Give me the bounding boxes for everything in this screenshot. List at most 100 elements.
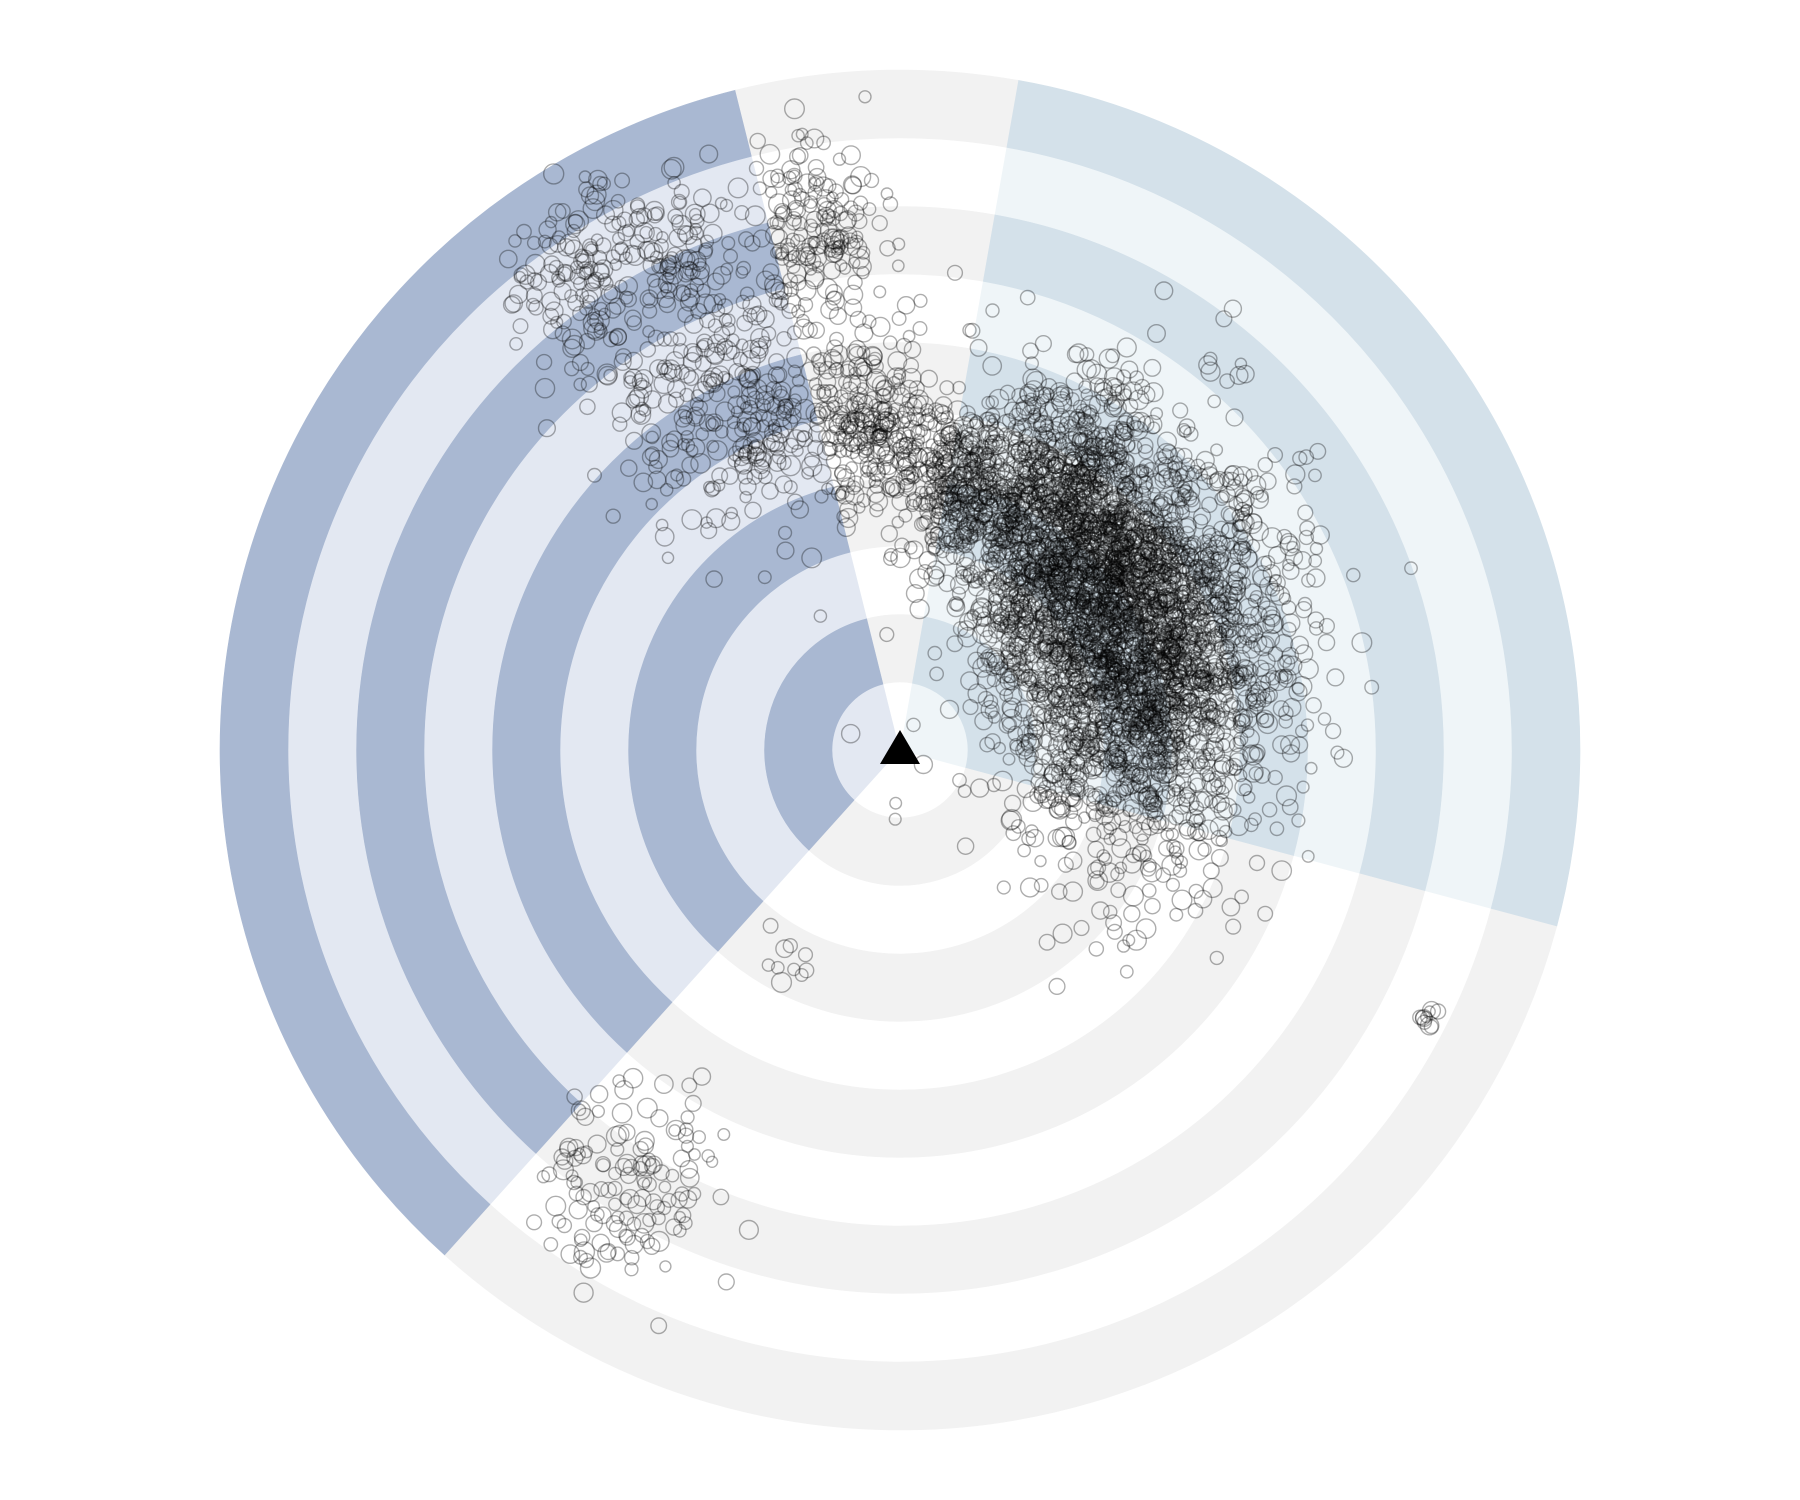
data-point — [1062, 599, 1078, 615]
data-point — [1006, 657, 1021, 672]
data-point — [1109, 696, 1122, 710]
data-point — [1236, 507, 1251, 521]
data-point — [1196, 614, 1210, 628]
data-point — [1257, 652, 1276, 671]
data-point — [1032, 758, 1051, 777]
data-point — [1016, 733, 1030, 748]
data-point — [1171, 584, 1192, 605]
data-point — [1048, 573, 1070, 595]
data-point — [1059, 493, 1075, 510]
data-point — [1205, 658, 1225, 678]
data-point — [1245, 636, 1258, 649]
data-point — [1043, 654, 1059, 670]
data-point — [1168, 627, 1182, 640]
data-point — [1286, 478, 1303, 495]
data-point — [1201, 565, 1222, 586]
data-point — [1148, 666, 1163, 681]
data-point — [1110, 552, 1131, 573]
data-point — [975, 616, 997, 638]
data-point — [1160, 637, 1180, 657]
data-point — [1125, 847, 1142, 864]
data-point — [1051, 883, 1068, 900]
data-point — [1110, 579, 1127, 595]
data-point — [1224, 606, 1241, 623]
data-point — [996, 880, 1011, 895]
data-point — [1178, 781, 1197, 799]
data-point — [1057, 856, 1074, 873]
data-point — [1224, 660, 1240, 676]
data-point — [1099, 750, 1119, 770]
data-point — [1009, 590, 1025, 607]
data-point — [1190, 659, 1211, 679]
data-point — [1093, 614, 1115, 636]
data-point — [1198, 716, 1217, 736]
data-point — [1052, 826, 1073, 848]
data-point — [1248, 854, 1266, 872]
data-point — [963, 610, 983, 629]
data-point — [1206, 571, 1221, 585]
data-point — [1158, 591, 1176, 609]
data-point — [1047, 673, 1060, 687]
data-point — [1139, 547, 1158, 565]
data-point — [1008, 610, 1023, 625]
data-point — [1146, 530, 1161, 544]
data-point — [1117, 548, 1136, 567]
data-point — [1086, 622, 1106, 642]
data-point — [1042, 556, 1059, 573]
data-point — [1131, 766, 1149, 785]
data-point — [1127, 625, 1145, 643]
data-point — [1084, 626, 1101, 642]
data-point — [1223, 299, 1243, 318]
data-point — [1203, 661, 1225, 683]
data-point — [1046, 639, 1066, 659]
data-point — [1062, 881, 1084, 902]
data-point — [1151, 691, 1171, 711]
data-point — [1211, 760, 1231, 780]
data-point — [1065, 500, 1081, 516]
data-point — [1168, 703, 1185, 720]
data-point — [1129, 647, 1146, 665]
data-point — [1032, 634, 1052, 654]
data-point — [1059, 569, 1074, 584]
data-point — [946, 598, 966, 618]
data-point — [1116, 939, 1131, 953]
data-point — [1252, 659, 1270, 678]
data-point — [1078, 483, 1100, 504]
data-point — [1113, 563, 1133, 583]
data-point — [1069, 701, 1089, 721]
data-point — [1105, 655, 1123, 673]
data-point — [1120, 482, 1140, 503]
data-point — [1064, 592, 1086, 614]
data-point — [1101, 638, 1119, 656]
data-point — [1059, 618, 1076, 636]
data-point — [1104, 705, 1120, 722]
data-point — [1072, 694, 1092, 714]
data-point — [1243, 673, 1257, 687]
data-point — [1216, 601, 1233, 618]
data-point — [1122, 563, 1141, 582]
data-point — [1154, 561, 1173, 580]
data-point — [1078, 811, 1091, 824]
data-point — [1033, 784, 1053, 804]
data-point — [1036, 680, 1053, 698]
data-point — [1018, 658, 1034, 674]
data-point — [1134, 523, 1147, 536]
data-point — [1183, 716, 1204, 737]
data-point — [1064, 813, 1083, 831]
data-point — [1067, 651, 1082, 665]
data-point — [1076, 594, 1092, 610]
data-point — [1174, 772, 1192, 789]
data-point — [1105, 558, 1124, 577]
data-point — [1122, 601, 1140, 618]
data-point — [1105, 397, 1121, 412]
data-point — [1111, 707, 1125, 721]
data-point — [1218, 643, 1236, 660]
data-point — [1115, 595, 1137, 617]
data-point — [1248, 521, 1269, 542]
data-point — [1141, 695, 1155, 709]
data-point — [1102, 523, 1123, 543]
data-point — [1171, 804, 1192, 825]
data-point — [1139, 657, 1155, 673]
data-point — [1083, 519, 1106, 541]
data-point — [1114, 669, 1129, 684]
